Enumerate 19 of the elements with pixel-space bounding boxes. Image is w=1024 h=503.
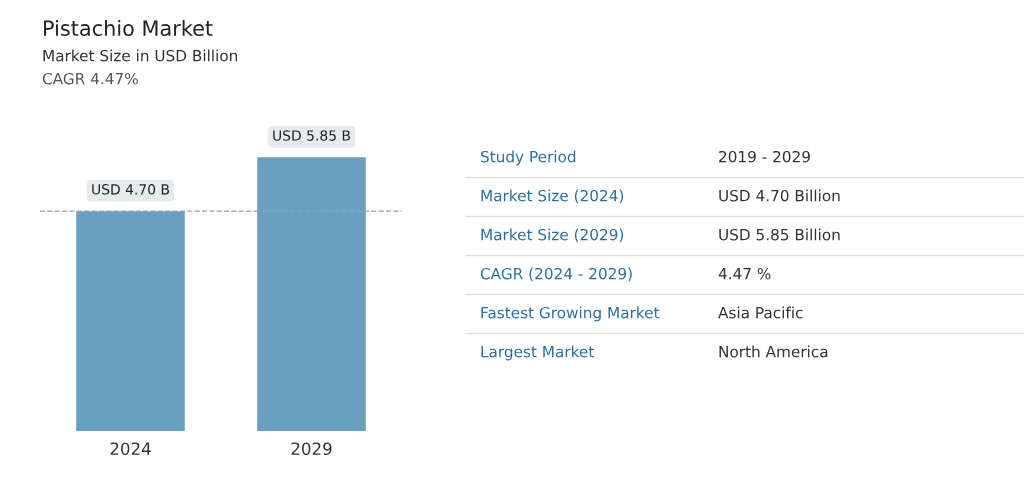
text: Fastest Growing Market: [481, 306, 660, 322]
text: USD 4.70 Billion: [719, 189, 840, 202]
text: Largest Market: [481, 345, 594, 361]
text: 4.47 %: [718, 267, 771, 280]
chart-title: Pistachio Market: [44, 19, 213, 37]
text: Study Period: [481, 150, 576, 166]
text: Market Size (2029): [481, 228, 624, 243]
text: Asia Pacific: [718, 306, 803, 319]
x-tick-label: 2029: [291, 442, 332, 456]
text: 2019 - 2029: [719, 150, 810, 163]
text: Market Size (2024): [481, 189, 624, 204]
data-label: USD 4.70 B: [92, 184, 169, 195]
text: North America: [719, 345, 828, 358]
text: CAGR 4.47%: [42, 72, 138, 85]
x-tick-label: 2024: [110, 442, 151, 456]
chart-subtitle: Market Size in USD Billion: [43, 49, 238, 62]
text: USD 5.85 Billion: [719, 228, 840, 241]
data-label: USD 5.85 B: [273, 130, 350, 141]
text: CAGR (2024 - 2029): [480, 267, 632, 282]
